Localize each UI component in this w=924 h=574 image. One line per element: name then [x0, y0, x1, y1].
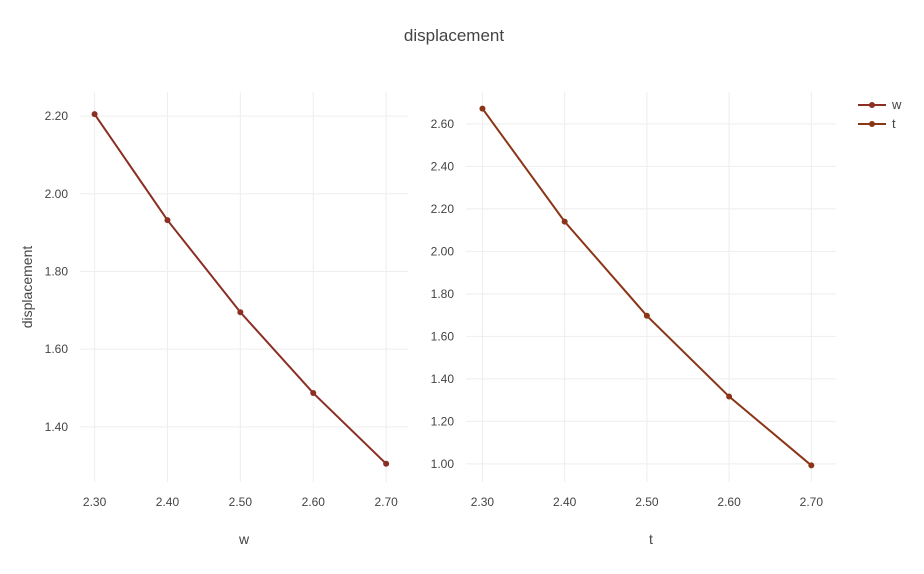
x-axis-title: t: [649, 531, 653, 547]
y-tick-label: 1.80: [45, 264, 69, 278]
subplot-1: 2.30 2.40 2.50 2.60 2.70 1.40 1.60 1.80 2.00 2.20…: [19, 92, 408, 547]
y-tick-label: 1.20: [431, 414, 455, 428]
x-tick-label: 2.50: [229, 495, 253, 509]
chart-title: displacement: [404, 26, 504, 45]
data-point[interactable]: [310, 390, 317, 397]
y-tick-label: 2.00: [45, 187, 69, 201]
data-point[interactable]: [383, 460, 390, 467]
data-point[interactable]: [561, 218, 568, 225]
legend-swatch-marker: [869, 121, 875, 127]
data-point[interactable]: [237, 309, 244, 316]
y-tick-label: 1.00: [431, 457, 455, 471]
x-tick-label: 2.70: [374, 495, 398, 509]
x-tick-label: 2.70: [800, 495, 824, 509]
y-tick-label: 1.80: [431, 287, 455, 301]
data-point[interactable]: [164, 217, 171, 224]
x-axis-title: w: [238, 531, 250, 547]
y-tick-label: 2.40: [431, 159, 455, 173]
y-tick-label: 2.60: [431, 117, 455, 131]
data-point[interactable]: [808, 462, 815, 469]
y-tick-label: 2.00: [431, 244, 455, 258]
y-tick-label: 1.40: [45, 420, 69, 434]
y-tick-label: 1.40: [431, 372, 455, 386]
y-tick-label: 2.20: [45, 109, 69, 123]
data-point[interactable]: [479, 105, 486, 112]
chart-panels: 2.30 2.40 2.50 2.60 2.70 1.40 1.60 1.80 2.00 2.20…: [19, 92, 836, 547]
data-point[interactable]: [643, 312, 650, 319]
x-tick-label: 2.30: [83, 495, 107, 509]
y-tick-label: 1.60: [431, 329, 455, 343]
x-tick-label: 2.40: [553, 495, 577, 509]
y-axis-title: displacement: [19, 246, 35, 329]
subplot-2: 2.30 2.40 2.50 2.60 2.70 1.00 1.20 1.40 1.60 1.80…: [431, 92, 836, 547]
x-tick-label: 2.40: [156, 495, 180, 509]
legend-swatch-marker: [869, 102, 875, 108]
x-tick-label: 2.60: [717, 495, 741, 509]
y-tick-label: 1.60: [45, 342, 69, 356]
legend-label: t: [892, 116, 896, 131]
data-point[interactable]: [726, 393, 733, 400]
legend-item-w[interactable]: w: [858, 97, 902, 112]
x-tick-label: 2.60: [302, 495, 326, 509]
x-tick-label: 2.30: [471, 495, 495, 509]
legend-label: w: [891, 97, 902, 112]
x-tick-label: 2.50: [635, 495, 659, 509]
y-tick-label: 2.20: [431, 202, 455, 216]
legend-item-t[interactable]: t: [858, 116, 896, 131]
chart-legend[interactable]: wt: [858, 97, 902, 131]
data-point[interactable]: [91, 111, 98, 118]
